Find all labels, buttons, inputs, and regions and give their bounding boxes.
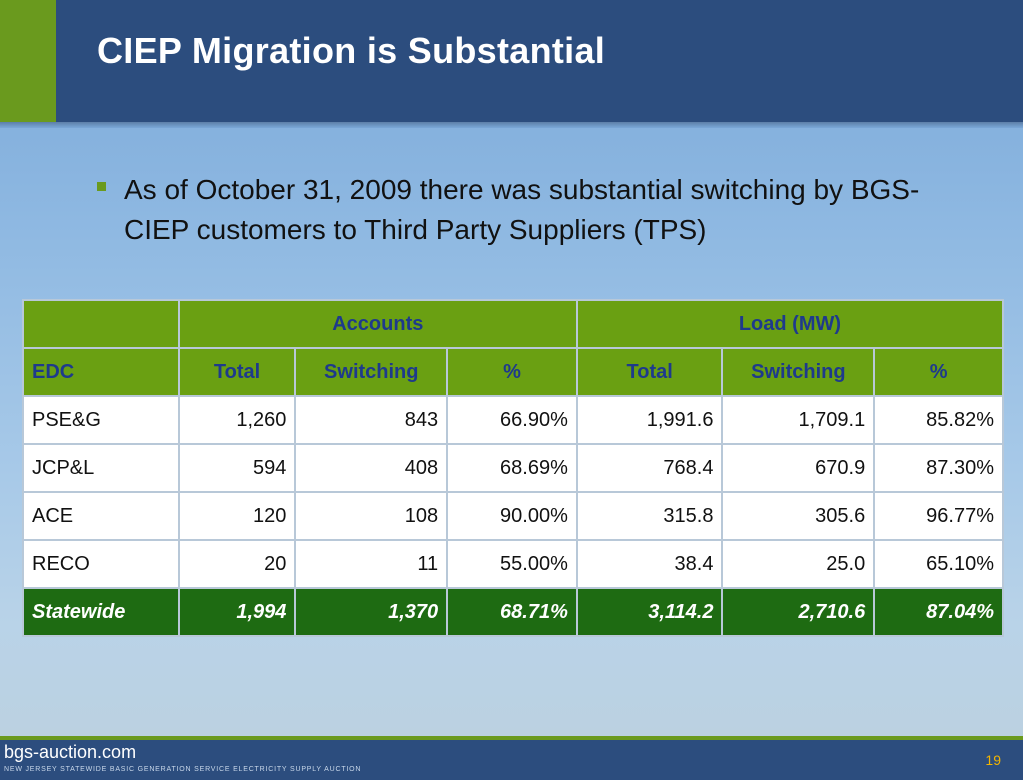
total-cell: 68.71% <box>446 587 578 637</box>
slide-title: CIEP Migration is Substantial <box>97 30 606 71</box>
table-cell: 843 <box>294 395 449 445</box>
table-cell: 408 <box>294 443 449 493</box>
title-underline <box>0 122 1023 128</box>
table-cell: 1,991.6 <box>575 395 724 445</box>
header-accounts: Accounts <box>177 299 578 349</box>
table-cell: 87.30% <box>873 443 1004 493</box>
table-cell: 55.00% <box>446 539 578 589</box>
column-header: % <box>873 347 1004 397</box>
column-header: Total <box>575 347 724 397</box>
table-cell: 594 <box>177 443 297 493</box>
footer-bar <box>0 740 1023 780</box>
table-cell: 315.8 <box>575 491 724 541</box>
header-load: Load (MW) <box>575 299 1005 349</box>
table-row: JCP&L 594 408 68.69% 768.4 670.9 87.30% <box>22 443 1004 493</box>
footer-accent-strip <box>0 736 1023 740</box>
bullet-text: As of October 31, 2009 there was substan… <box>124 174 920 245</box>
column-header: Switching <box>721 347 876 397</box>
column-header: Switching <box>294 347 449 397</box>
table-row: ACE 120 108 90.00% 315.8 305.6 96.77% <box>22 491 1004 541</box>
table-cell: 670.9 <box>721 443 876 493</box>
title-accent <box>0 0 56 122</box>
table-cell: PSE&G <box>22 395 180 445</box>
table-row: PSE&G 1,260 843 66.90% 1,991.6 1,709.1 8… <box>22 395 1004 445</box>
title-bar <box>0 0 1023 122</box>
table-cell: ACE <box>22 491 180 541</box>
table-cell: 120 <box>177 491 297 541</box>
table-cell: 25.0 <box>721 539 876 589</box>
total-cell: Statewide <box>22 587 180 637</box>
total-cell: 3,114.2 <box>575 587 724 637</box>
table-cell: 305.6 <box>721 491 876 541</box>
column-header: % <box>446 347 578 397</box>
total-cell: 2,710.6 <box>721 587 876 637</box>
table-cell: 85.82% <box>873 395 1004 445</box>
table-cell: 108 <box>294 491 449 541</box>
table-cell: 66.90% <box>446 395 578 445</box>
table-cell: RECO <box>22 539 180 589</box>
table-cell: 96.77% <box>873 491 1004 541</box>
column-header-row: EDC Total Switching % Total Switching % <box>22 347 1004 397</box>
column-header: EDC <box>22 347 180 397</box>
migration-table: Accounts Load (MW) EDC Total Switching %… <box>22 299 1005 637</box>
table-cell: 65.10% <box>873 539 1004 589</box>
page-number: 19 <box>985 752 1001 768</box>
footer-site-name: bgs-auction.com <box>4 742 137 762</box>
table-cell: 90.00% <box>446 491 578 541</box>
table-cell: 68.69% <box>446 443 578 493</box>
total-cell: 1,370 <box>294 587 449 637</box>
group-header-row: Accounts Load (MW) <box>22 299 1005 349</box>
table-cell: JCP&L <box>22 443 180 493</box>
table-cell: 768.4 <box>575 443 724 493</box>
table-cell: 11 <box>294 539 449 589</box>
table-cell: 20 <box>177 539 297 589</box>
table-cell: 1,260 <box>177 395 297 445</box>
footer-tagline: New Jersey Statewide Basic Generation Se… <box>4 766 362 773</box>
square-bullet-icon <box>97 182 106 191</box>
table-row: RECO 20 11 55.00% 38.4 25.0 65.10% <box>22 539 1004 589</box>
total-row: Statewide 1,994 1,370 68.71% 3,114.2 2,7… <box>22 587 1004 637</box>
total-cell: 87.04% <box>873 587 1004 637</box>
header-blank-cell <box>22 299 180 349</box>
total-cell: 1,994 <box>177 587 297 637</box>
column-header: Total <box>177 347 297 397</box>
table-cell: 38.4 <box>575 539 724 589</box>
table-cell: 1,709.1 <box>721 395 876 445</box>
